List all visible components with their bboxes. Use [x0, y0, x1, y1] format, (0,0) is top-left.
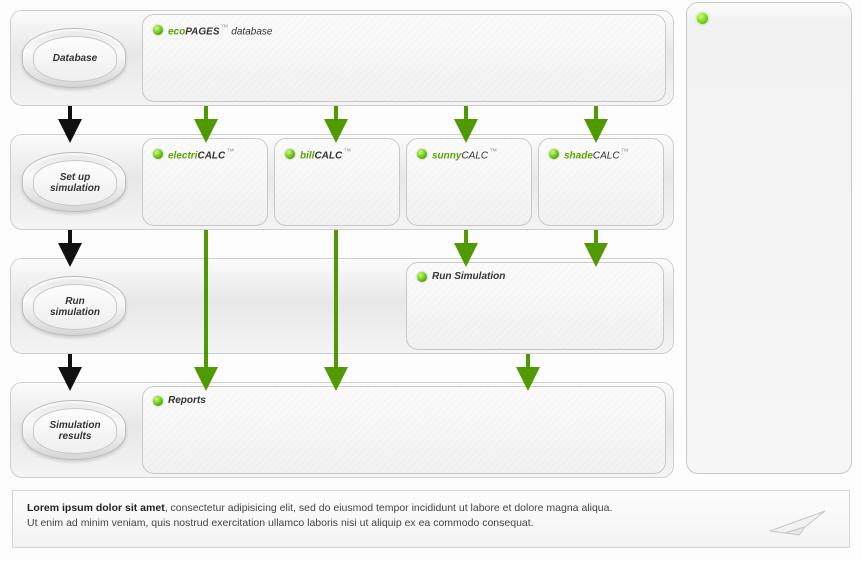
footer-bold: Lorem ipsum dolor sit amet — [27, 502, 165, 514]
footer-text2: Ut enim ad minim veniam, quis nostrud ex… — [27, 517, 534, 529]
flow-diagram: Database Set upsimulation Runsimulation … — [10, 2, 674, 476]
side-panel — [686, 2, 852, 474]
footer-text1: , consectetur adipisicing elit, sed do e… — [165, 502, 613, 514]
footer-note: Lorem ipsum dolor sit amet, consectetur … — [12, 490, 850, 548]
arrows-overlay — [10, 2, 674, 476]
status-dot-icon — [697, 13, 708, 24]
paper-plane-icon — [765, 501, 835, 539]
